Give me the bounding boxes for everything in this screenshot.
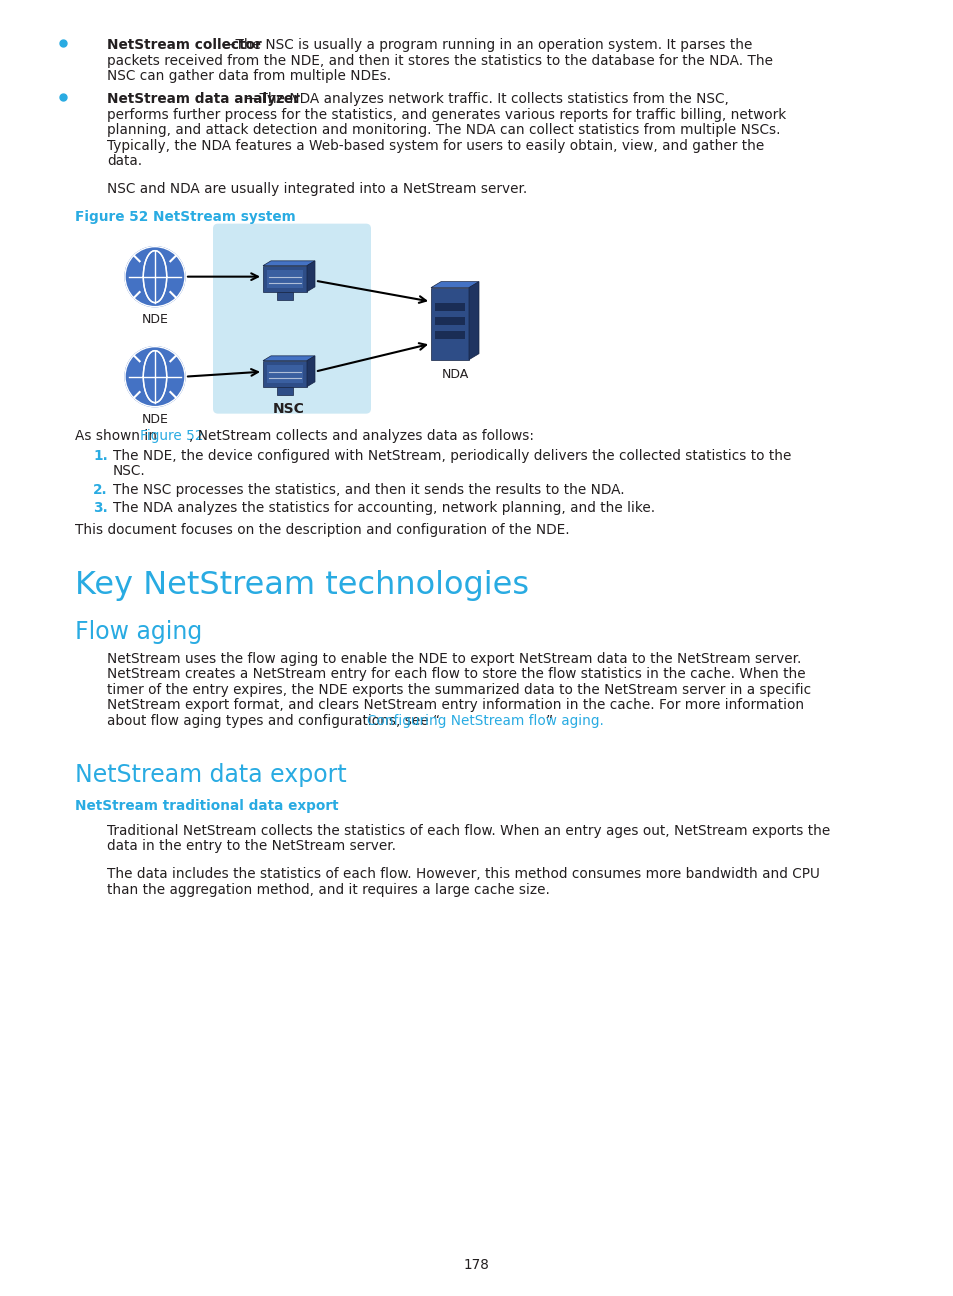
Bar bbox=[276, 292, 293, 299]
Bar bbox=[267, 364, 303, 382]
Text: packets received from the NDE, and then it stores the statistics to the database: packets received from the NDE, and then … bbox=[107, 53, 772, 67]
Text: NDA: NDA bbox=[441, 368, 468, 381]
Text: NetStream collector: NetStream collector bbox=[107, 38, 261, 52]
Polygon shape bbox=[263, 260, 314, 266]
Text: Key NetStream technologies: Key NetStream technologies bbox=[75, 569, 529, 600]
Bar bbox=[435, 330, 464, 338]
Text: , NetStream collects and analyzes data as follows:: , NetStream collects and analyzes data a… bbox=[189, 429, 534, 443]
Text: NSC and NDA are usually integrated into a NetStream server.: NSC and NDA are usually integrated into … bbox=[107, 183, 527, 196]
Text: This document focuses on the description and configuration of the NDE.: This document focuses on the description… bbox=[75, 524, 569, 537]
Text: —The NDA analyzes network traffic. It collects statistics from the NSC,: —The NDA analyzes network traffic. It co… bbox=[246, 92, 728, 106]
Text: The NSC processes the statistics, and then it sends the results to the NDA.: The NSC processes the statistics, and th… bbox=[112, 483, 624, 496]
Text: Figure 52 NetStream system: Figure 52 NetStream system bbox=[75, 210, 295, 224]
Text: NDE: NDE bbox=[141, 312, 169, 325]
Text: NDE: NDE bbox=[141, 412, 169, 425]
Text: Configuring NetStream flow aging.: Configuring NetStream flow aging. bbox=[367, 714, 603, 727]
Bar bbox=[435, 316, 464, 325]
Text: The NDE, the device configured with NetStream, periodically delivers the collect: The NDE, the device configured with NetS… bbox=[112, 448, 791, 463]
Text: 3.: 3. bbox=[92, 502, 108, 516]
Text: NetStream traditional data export: NetStream traditional data export bbox=[75, 800, 338, 813]
Text: The data includes the statistics of each flow. However, this method consumes mor: The data includes the statistics of each… bbox=[107, 867, 819, 881]
Text: Flow aging: Flow aging bbox=[75, 619, 202, 644]
Text: —The NSC is usually a program running in an operation system. It parses the: —The NSC is usually a program running in… bbox=[222, 38, 752, 52]
Text: Typically, the NDA features a Web-based system for users to easily obtain, view,: Typically, the NDA features a Web-based … bbox=[107, 139, 763, 153]
Text: about flow aging types and configurations, see “: about flow aging types and configuration… bbox=[107, 714, 439, 727]
Text: 178: 178 bbox=[463, 1258, 490, 1271]
Text: planning, and attack detection and monitoring. The NDA can collect statistics fr: planning, and attack detection and monit… bbox=[107, 123, 780, 137]
Text: Figure 52: Figure 52 bbox=[140, 429, 203, 443]
Text: 2.: 2. bbox=[92, 483, 108, 496]
Polygon shape bbox=[263, 356, 314, 360]
Text: NSC: NSC bbox=[273, 402, 305, 416]
Text: NetStream export format, and clears NetStream entry information in the cache. Fo: NetStream export format, and clears NetS… bbox=[107, 699, 803, 712]
Text: 1.: 1. bbox=[92, 448, 108, 463]
Polygon shape bbox=[307, 356, 314, 386]
Text: NetStream creates a NetStream entry for each flow to store the flow statistics i: NetStream creates a NetStream entry for … bbox=[107, 667, 804, 680]
Bar bbox=[435, 303, 464, 311]
Text: NetStream data analyzer: NetStream data analyzer bbox=[107, 92, 299, 106]
Text: data in the entry to the NetStream server.: data in the entry to the NetStream serve… bbox=[107, 840, 395, 853]
Text: NetStream uses the flow aging to enable the NDE to export NetStream data to the : NetStream uses the flow aging to enable … bbox=[107, 652, 801, 666]
Polygon shape bbox=[307, 260, 314, 292]
Text: NetStream data export: NetStream data export bbox=[75, 763, 346, 787]
Text: As shown in: As shown in bbox=[75, 429, 161, 443]
Polygon shape bbox=[469, 281, 478, 360]
Text: The NDA analyzes the statistics for accounting, network planning, and the like.: The NDA analyzes the statistics for acco… bbox=[112, 502, 655, 516]
FancyBboxPatch shape bbox=[213, 224, 371, 413]
Text: than the aggregation method, and it requires a large cache size.: than the aggregation method, and it requ… bbox=[107, 883, 549, 897]
Text: ”: ” bbox=[545, 714, 553, 727]
Text: NSC can gather data from multiple NDEs.: NSC can gather data from multiple NDEs. bbox=[107, 69, 391, 83]
Bar bbox=[263, 360, 307, 386]
Text: performs further process for the statistics, and generates various reports for t: performs further process for the statist… bbox=[107, 108, 785, 122]
Text: data.: data. bbox=[107, 154, 142, 168]
Polygon shape bbox=[431, 281, 478, 288]
Circle shape bbox=[125, 346, 185, 407]
Circle shape bbox=[125, 246, 185, 307]
Bar bbox=[263, 266, 307, 292]
Text: NSC.: NSC. bbox=[112, 464, 146, 478]
Text: timer of the entry expires, the NDE exports the summarized data to the NetStream: timer of the entry expires, the NDE expo… bbox=[107, 683, 810, 696]
Bar bbox=[276, 386, 293, 395]
Text: Traditional NetStream collects the statistics of each flow. When an entry ages o: Traditional NetStream collects the stati… bbox=[107, 824, 829, 839]
Bar bbox=[431, 288, 469, 360]
Bar bbox=[267, 270, 303, 288]
